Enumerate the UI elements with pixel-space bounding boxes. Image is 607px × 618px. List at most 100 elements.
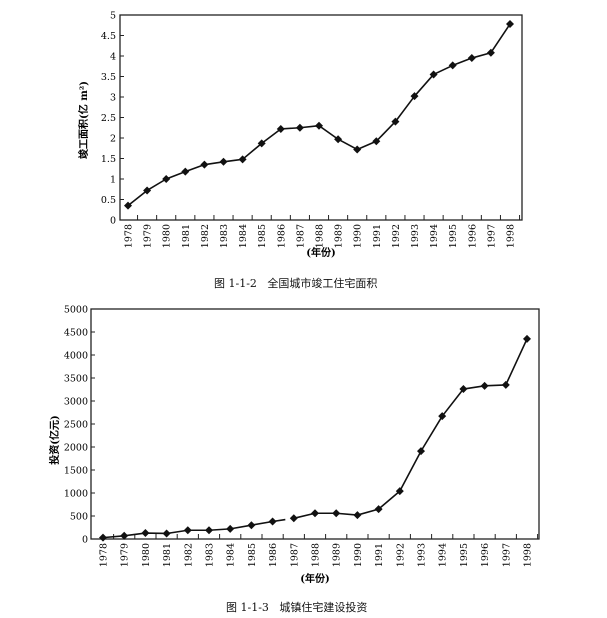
- x-tick-label: 1990: [353, 543, 364, 567]
- y-tick-label: 4500: [64, 328, 88, 339]
- data-point: [200, 160, 209, 169]
- x-tick-label: 1980: [141, 543, 152, 567]
- x-tick-label: 1995: [448, 224, 459, 248]
- data-point: [257, 139, 266, 148]
- x-tick-label: 1982: [183, 543, 194, 567]
- data-point: [311, 509, 319, 518]
- x-tick-label: 1990: [353, 224, 364, 248]
- x-tick-label: 1997: [501, 543, 512, 567]
- y-tick-label: 1500: [64, 466, 88, 477]
- series-line: [102, 338, 528, 539]
- data-point: [226, 524, 235, 533]
- chart-1-caption: 图 1-1-2 全国城市竣工住宅面积: [214, 277, 378, 290]
- x-tick-label: 1992: [391, 224, 402, 248]
- y-tick-label: 500: [70, 512, 88, 523]
- y-tick-label: 2: [110, 134, 116, 145]
- x-tick-label: 1979: [143, 224, 154, 248]
- data-point: [238, 155, 247, 164]
- data-point: [268, 517, 277, 526]
- x-tick-label: 1980: [162, 224, 173, 248]
- data-point: [523, 334, 531, 343]
- data-point: [183, 526, 192, 535]
- y-tick-label: 5000: [64, 305, 88, 316]
- chart-2: 0 500 1000 1500 2000 2500 3000 3500 4000 4500 5000…: [48, 305, 540, 585]
- data-point: [141, 529, 150, 538]
- x-tick-label: 1978: [99, 543, 110, 567]
- y-tick-label: 3000: [64, 397, 88, 408]
- data-point: [486, 48, 495, 57]
- x-axis-label: (年份): [300, 572, 329, 585]
- x-tick-label: 1989: [334, 224, 345, 248]
- x-tick-label: 1982: [200, 224, 211, 248]
- data-point: [417, 447, 425, 456]
- data-point: [247, 521, 256, 530]
- y-tick-label: 0: [110, 216, 116, 227]
- data-point: [332, 509, 341, 518]
- data-point: [334, 135, 343, 144]
- x-tick-label: 1984: [226, 543, 237, 567]
- x-tick-label: 1986: [276, 224, 287, 248]
- y-tick-label: 4.5: [101, 31, 116, 42]
- x-tick-label: 1994: [429, 224, 440, 248]
- x-axis-label: (年份): [306, 246, 335, 259]
- y-tick-label: 3: [110, 93, 116, 104]
- x-tick-label: 1987: [295, 224, 306, 248]
- y-tick-label: 1: [110, 175, 116, 186]
- y-tick-label: 2.5: [101, 113, 116, 124]
- data-point: [374, 505, 383, 514]
- y-tick-label: 2000: [64, 443, 88, 454]
- data-point: [506, 20, 514, 29]
- x-tick-label: 1978: [124, 224, 135, 248]
- y-axis-label: 竣工面积(亿 m²): [77, 81, 90, 159]
- x-tick-label: 1998: [506, 224, 517, 248]
- x-tick-label: 1991: [374, 543, 385, 567]
- data-point: [162, 175, 171, 183]
- data-point: [162, 529, 171, 538]
- y-tick-label: 4000: [64, 351, 88, 362]
- x-tick-label: 1993: [410, 224, 421, 248]
- y-tick-label: 3.5: [101, 72, 116, 83]
- data-point: [395, 487, 404, 496]
- x-tick-label: 1996: [467, 224, 478, 248]
- y-tick-label: 2500: [64, 420, 88, 431]
- data-point: [353, 145, 362, 154]
- data-point: [289, 514, 298, 523]
- y-tick-label: 1000: [64, 489, 88, 500]
- x-tick-label: 1983: [205, 543, 216, 567]
- data-point: [205, 526, 213, 535]
- x-tick-label: 1985: [247, 543, 258, 567]
- x-tick-label: 1994: [438, 543, 449, 567]
- data-point: [467, 54, 476, 63]
- x-tick-label: 1985: [257, 224, 268, 248]
- y-tick-label: 1.5: [101, 154, 116, 165]
- x-tick-label: 1983: [219, 224, 230, 248]
- data-point: [143, 186, 152, 195]
- plot-frame: [119, 14, 523, 221]
- y-tick-label: 0: [82, 535, 88, 546]
- chart-2-caption: 图 1-1-3 城镇住宅建设投资: [226, 601, 368, 614]
- data-point: [459, 385, 468, 394]
- data-point: [353, 511, 362, 520]
- plot-frame: [90, 308, 540, 540]
- chart-1: 0 0.5 1 1.5 2 2.5 3 3.5 4 4.5 5 1978 1979 1980 1981 198…: [77, 11, 523, 259]
- x-tick-label: 1986: [268, 543, 279, 567]
- y-tick-label: 5: [110, 11, 116, 22]
- data-point: [315, 121, 323, 130]
- x-tick-label: 1991: [372, 224, 383, 248]
- x-tick-label: 1998: [523, 543, 534, 567]
- series-line: [127, 23, 511, 207]
- x-tick-label: 1979: [120, 543, 131, 567]
- x-tick-label: 1995: [459, 543, 470, 567]
- x-tick-label: 1987: [289, 543, 300, 567]
- x-tick-label: 1988: [311, 543, 322, 567]
- data-point: [219, 157, 228, 166]
- data-point: [120, 531, 129, 540]
- data-point: [124, 201, 132, 210]
- data-point: [181, 167, 190, 176]
- x-tick-label: 1997: [486, 224, 497, 248]
- data-point: [429, 70, 438, 79]
- x-tick-label: 1993: [417, 543, 428, 567]
- x-tick-label: 1988: [315, 224, 326, 248]
- data-point: [410, 92, 419, 101]
